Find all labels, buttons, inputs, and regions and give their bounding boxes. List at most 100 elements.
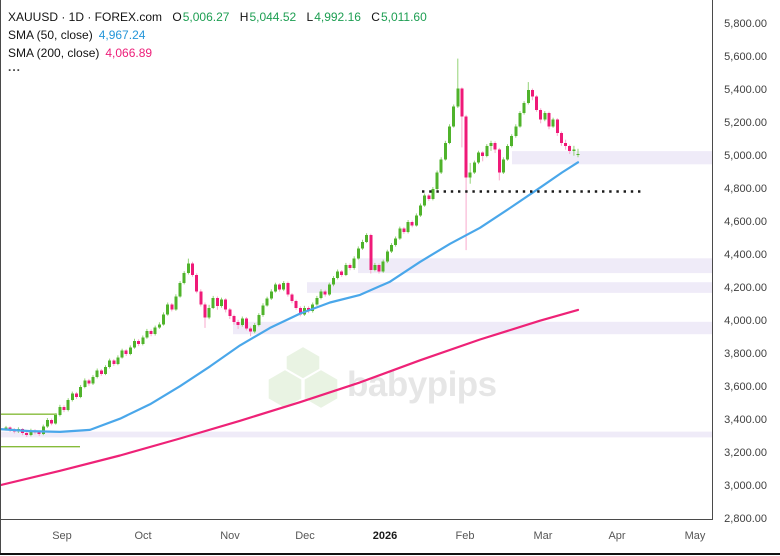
sma-200-line[interactable]	[0, 308, 580, 487]
candle-body	[273, 284, 277, 292]
candle-body	[468, 172, 472, 178]
symbol-title: XAUUSD · 1D · FOREX.com	[8, 10, 163, 24]
candle-body	[547, 113, 551, 127]
candle-body	[162, 314, 165, 325]
candle-body	[178, 283, 182, 297]
candle-body	[83, 380, 87, 387]
close-value: 5,011.60	[380, 10, 427, 24]
candle-body	[253, 325, 257, 332]
candle-body	[564, 142, 568, 147]
candle-body	[510, 136, 514, 147]
candle-body	[398, 228, 402, 239]
candle-body	[99, 370, 103, 374]
price-axis-label: 5,800.00	[724, 17, 767, 30]
candle-body	[381, 261, 385, 272]
time-axis-label: Dec	[295, 530, 315, 542]
candle-body	[166, 304, 170, 315]
candle-body	[199, 291, 203, 305]
candle-body	[269, 291, 273, 299]
candle-body	[224, 299, 228, 310]
candle-body	[435, 172, 439, 189]
zone-3950[interactable]	[233, 321, 712, 335]
price-axis-label: 4,800.00	[724, 182, 767, 195]
candle-body	[506, 146, 509, 160]
chart-legend: XAUUSD · 1D · FOREX.com O5,006.27 H5,044…	[8, 8, 427, 76]
candle-body	[174, 296, 178, 310]
candle-body	[75, 393, 78, 397]
candle-body	[116, 357, 120, 364]
candle-body	[419, 205, 422, 216]
sma200-value: 4,066.89	[105, 46, 153, 60]
watermark-logo-hex-icon	[266, 367, 304, 411]
candle-body	[352, 258, 356, 269]
sma50-row[interactable]: SMA (50, close) 4,967.24	[8, 26, 427, 44]
candle-body	[535, 96, 539, 110]
candle-body	[576, 154, 580, 156]
candle-body	[348, 264, 352, 269]
sma50-value: 4,967.24	[98, 28, 146, 42]
open-label: O	[172, 10, 182, 24]
candle-body	[290, 294, 294, 302]
candle-body	[95, 370, 99, 378]
price-axis-label: 4,000.00	[724, 314, 767, 327]
candle-body	[207, 307, 211, 318]
candle-body	[572, 149, 576, 152]
candle-body	[477, 152, 480, 163]
zone-4200[interactable]	[307, 282, 712, 293]
candle-body	[249, 328, 253, 332]
candle-body	[501, 159, 505, 173]
time-axis-label: Sep	[52, 530, 72, 542]
price-axis-label: 5,400.00	[724, 83, 767, 96]
candle-body	[539, 109, 543, 120]
candle-body	[157, 324, 161, 328]
sma200-row[interactable]: SMA (200, close) 4,066.89	[8, 44, 427, 62]
candle-body	[79, 387, 83, 397]
price-axis-label: 4,400.00	[724, 248, 767, 261]
sma200-label: SMA (200, close)	[8, 46, 100, 60]
candle-body	[406, 222, 410, 232]
candle-body	[145, 330, 149, 338]
sma-50-line[interactable]	[0, 161, 580, 433]
candle-body	[29, 430, 33, 435]
candle-body	[410, 222, 414, 226]
candle-body	[402, 228, 406, 232]
candle-body	[356, 248, 360, 259]
candle-body	[568, 146, 572, 152]
candle-body	[182, 273, 186, 283]
candle-body	[332, 278, 335, 285]
price-axis-label: 3,200.00	[724, 446, 767, 459]
candle-body	[211, 297, 215, 308]
legend-more-button[interactable]: ...	[8, 60, 22, 74]
candle-body	[514, 126, 518, 137]
candle-body	[58, 406, 62, 416]
zone-5000[interactable]	[512, 151, 712, 165]
high-value: 5,044.52	[249, 10, 297, 24]
candle-body	[91, 377, 95, 384]
candle-body	[373, 264, 377, 270]
price-axis-label: 3,000.00	[724, 479, 767, 492]
candle-body	[265, 298, 269, 306]
zone-4300[interactable]	[358, 258, 712, 274]
candle-body	[66, 400, 70, 411]
candle-body	[427, 195, 431, 199]
candle-body	[50, 420, 54, 424]
candle-body	[62, 406, 66, 411]
candle-body	[112, 360, 116, 364]
price-axis-label: 5,600.00	[724, 50, 767, 63]
candle-body	[481, 152, 485, 156]
candle-body	[153, 327, 157, 335]
candle-body	[236, 321, 240, 326]
symbol-row[interactable]: XAUUSD · 1D · FOREX.com O5,006.27 H5,044…	[8, 8, 427, 26]
time-axis-label: 2026	[372, 530, 398, 542]
candle-body	[37, 432, 41, 434]
zone-3300[interactable]	[0, 431, 712, 438]
candle-body	[377, 264, 381, 272]
candle-body	[133, 340, 136, 348]
candle-body	[323, 291, 327, 295]
candle-body	[518, 113, 522, 127]
price-axis-label: 4,600.00	[724, 215, 767, 228]
candle-body	[41, 426, 45, 434]
candle-body	[261, 305, 265, 316]
